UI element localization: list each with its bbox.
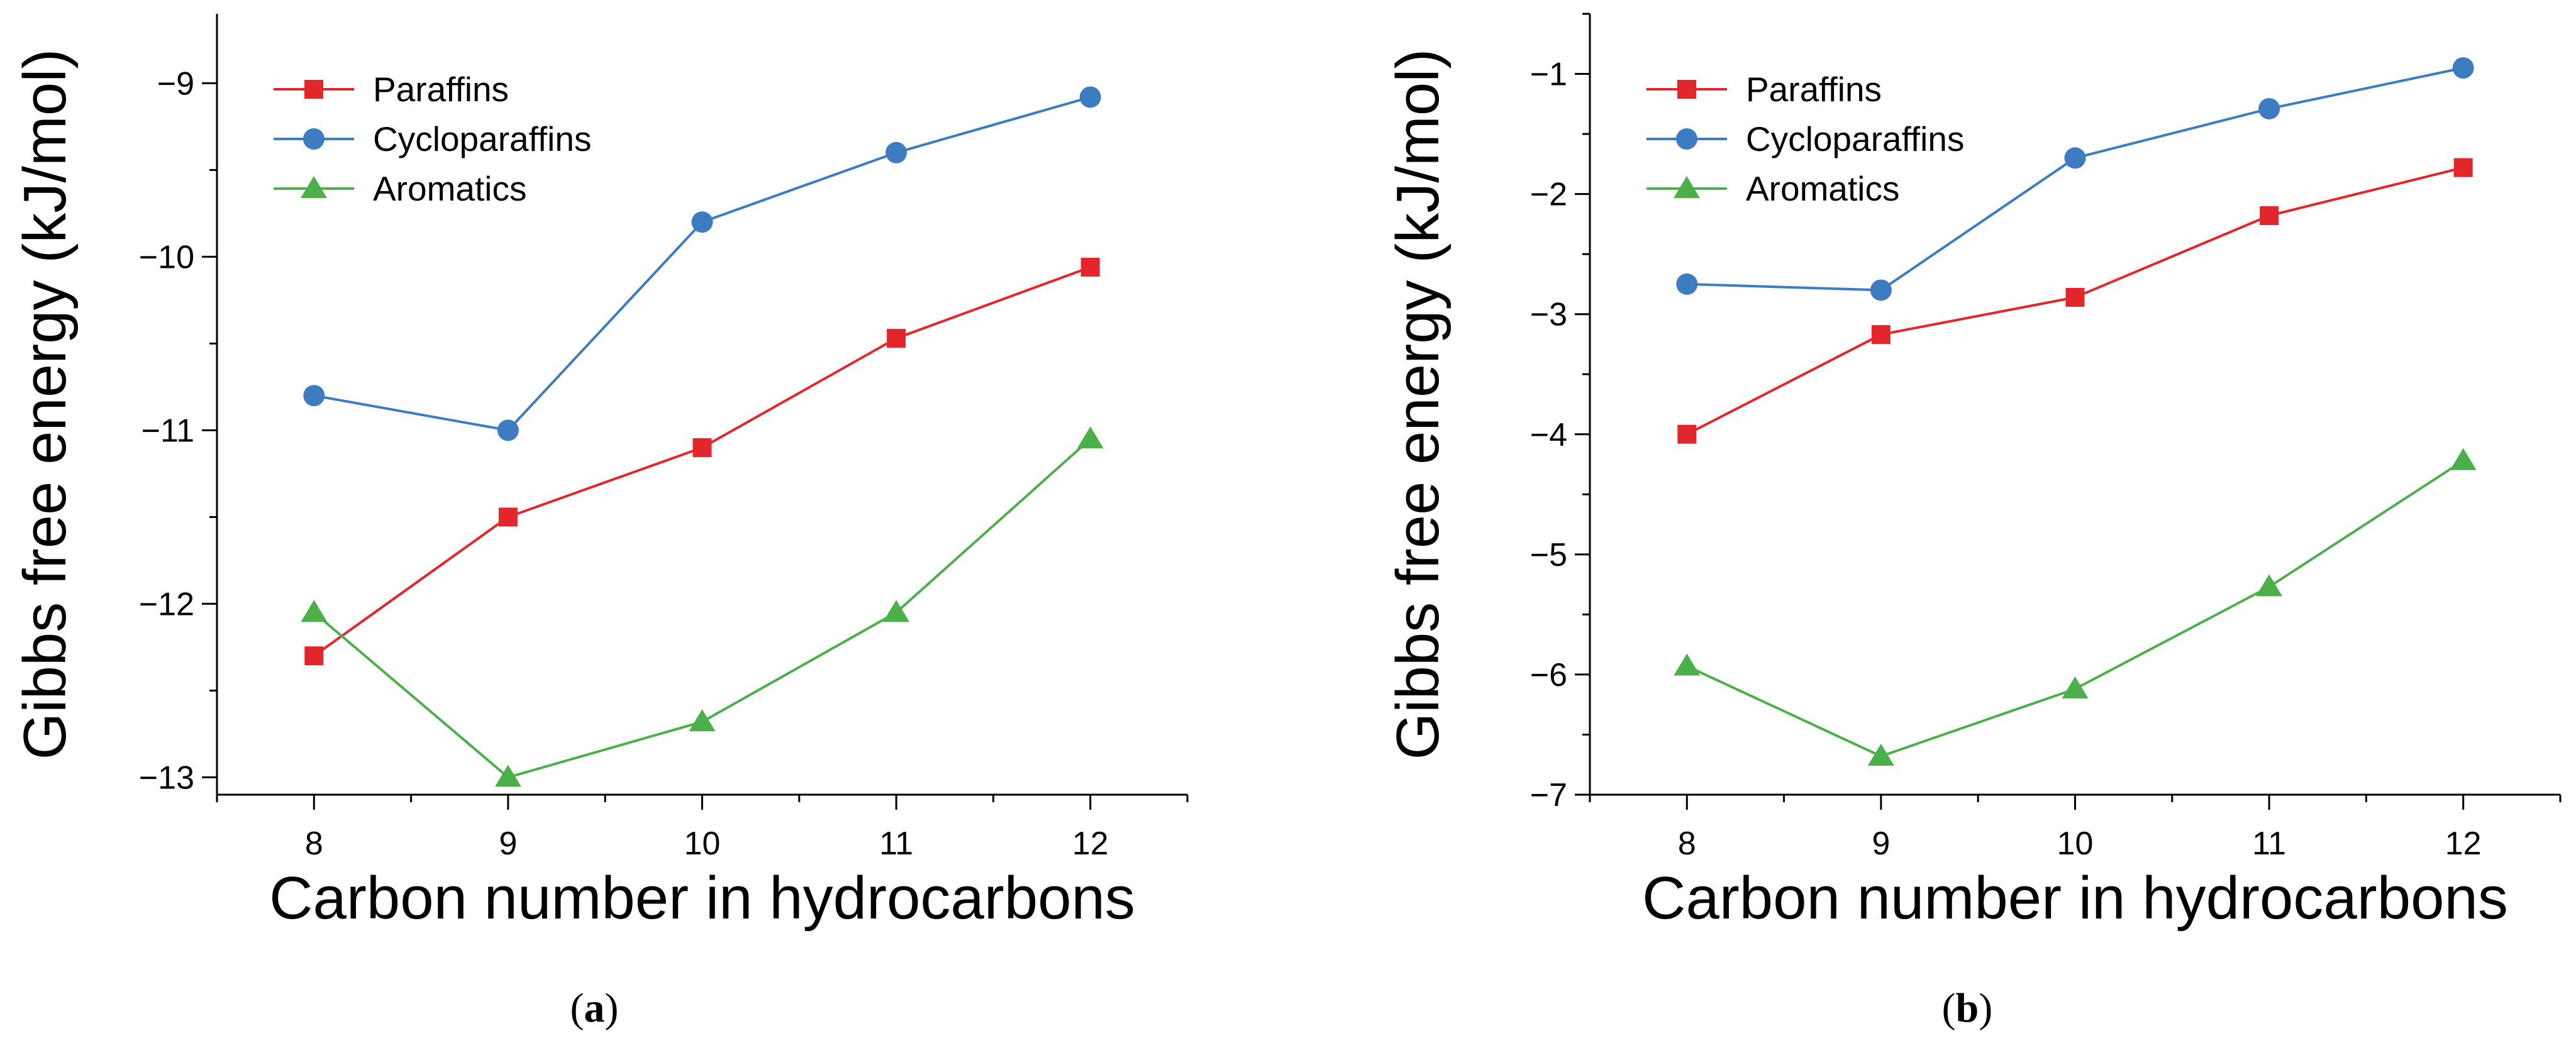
y-tick-label: −9 (157, 65, 194, 102)
legend-marker-cycloparaffins (1676, 128, 1697, 150)
caption-close: ) (1979, 985, 1992, 1031)
caption-open: ( (570, 985, 584, 1031)
legend-label: Paraffins (1746, 70, 1882, 109)
data-point-paraffins (498, 507, 518, 527)
y-tick-label: −11 (142, 412, 194, 449)
x-tick-label: 9 (499, 825, 517, 862)
data-point-paraffins (1080, 257, 1100, 277)
x-tick-label: 9 (1872, 825, 1890, 862)
legend-marker-paraffins (1677, 80, 1696, 99)
data-point-aromatics (2450, 448, 2477, 470)
data-point-cycloparaffins (1676, 273, 1698, 295)
data-point-aromatics (1077, 426, 1104, 449)
data-point-paraffins (692, 438, 712, 457)
data-point-cycloparaffins (691, 211, 713, 233)
caption-open: ( (1942, 985, 1956, 1031)
data-point-aromatics (689, 709, 716, 732)
data-point-aromatics (883, 600, 910, 622)
data-point-cycloparaffins (2064, 147, 2086, 169)
series-line-paraffins (313, 266, 1091, 657)
x-tick-label: 12 (1072, 825, 1109, 862)
caption-letter: a (584, 985, 605, 1031)
data-point-cycloparaffins (1870, 279, 1892, 301)
legend-marker-aromatics (1674, 176, 1700, 198)
legend-label: Cycloparaffins (1746, 119, 1964, 158)
data-point-cycloparaffins (2452, 57, 2474, 79)
data-point-paraffins (1871, 325, 1890, 345)
y-tick-label: −12 (139, 586, 194, 622)
data-point-paraffins (1677, 424, 1697, 444)
y-tick-label: −1 (1530, 57, 1567, 93)
legend-marker-paraffins (304, 80, 323, 99)
x-tick-label: 8 (305, 825, 323, 862)
data-point-aromatics (2062, 676, 2089, 698)
y-tick-label: −2 (1530, 177, 1567, 213)
data-point-cycloparaffins (886, 141, 908, 163)
x-tick-label: 11 (879, 825, 913, 862)
x-tick-label: 8 (1678, 825, 1696, 862)
caption-letter: b (1956, 985, 1979, 1031)
chart-panel-a: 8 9 10 11 12 −9 −10 −11 −12 −13 Carbon number in h… (11, 14, 1189, 1031)
panel-caption: (b) (1942, 985, 1993, 1031)
y-axis-title: Gibbs free energy (kJ/mol) (11, 48, 79, 759)
series-line-aromatics (1686, 460, 2464, 758)
y-tick-label: −6 (1530, 657, 1567, 693)
data-point-paraffins (2453, 158, 2473, 177)
data-point-paraffins (304, 646, 324, 666)
y-axis-title: Gibbs free energy (kJ/mol) (1384, 48, 1452, 759)
x-tick-label: 12 (2445, 825, 2482, 862)
x-tick-label: 11 (2252, 825, 2286, 862)
x-tick-label: 10 (2057, 825, 2094, 862)
caption-close: ) (605, 985, 619, 1031)
data-point-paraffins (2260, 206, 2279, 226)
data-point-aromatics (2256, 574, 2283, 597)
legend-label: Paraffins (373, 70, 509, 109)
y-tick-label: −5 (1530, 537, 1567, 573)
x-axis-title: Carbon number in hydrocarbons (1642, 864, 2508, 932)
legend-label: Aromatics (373, 169, 527, 208)
data-point-cycloparaffins (1079, 86, 1101, 108)
panel-caption: (a) (570, 985, 619, 1031)
data-point-cycloparaffins (2258, 97, 2280, 119)
data-point-aromatics (1867, 743, 1894, 766)
data-point-aromatics (1674, 653, 1701, 676)
data-point-cycloparaffins (303, 385, 325, 407)
data-point-paraffins (2065, 287, 2085, 307)
y-tick-label: −3 (1530, 297, 1567, 333)
x-axis-title: Carbon number in hydrocarbons (269, 864, 1135, 932)
y-tick-label: −10 (139, 239, 194, 275)
data-point-aromatics (301, 600, 328, 622)
data-point-cycloparaffins (497, 419, 519, 441)
y-tick-label: −7 (1530, 777, 1567, 814)
legend-marker-aromatics (301, 176, 327, 198)
legend-label: Aromatics (1746, 169, 1900, 208)
data-point-paraffins (887, 329, 906, 348)
chart-panel-b: 8 9 10 11 12 −1 −2 −3 −4 −5 −6 −7 Carbon number in h… (1384, 13, 2562, 1031)
data-point-aromatics (494, 764, 521, 787)
x-tick-label: 10 (684, 825, 721, 862)
y-tick-label: −4 (1530, 417, 1567, 453)
legend-label: Cycloparaffins (373, 119, 591, 158)
y-tick-label: −13 (139, 759, 194, 796)
legend-marker-cycloparaffins (303, 128, 325, 150)
